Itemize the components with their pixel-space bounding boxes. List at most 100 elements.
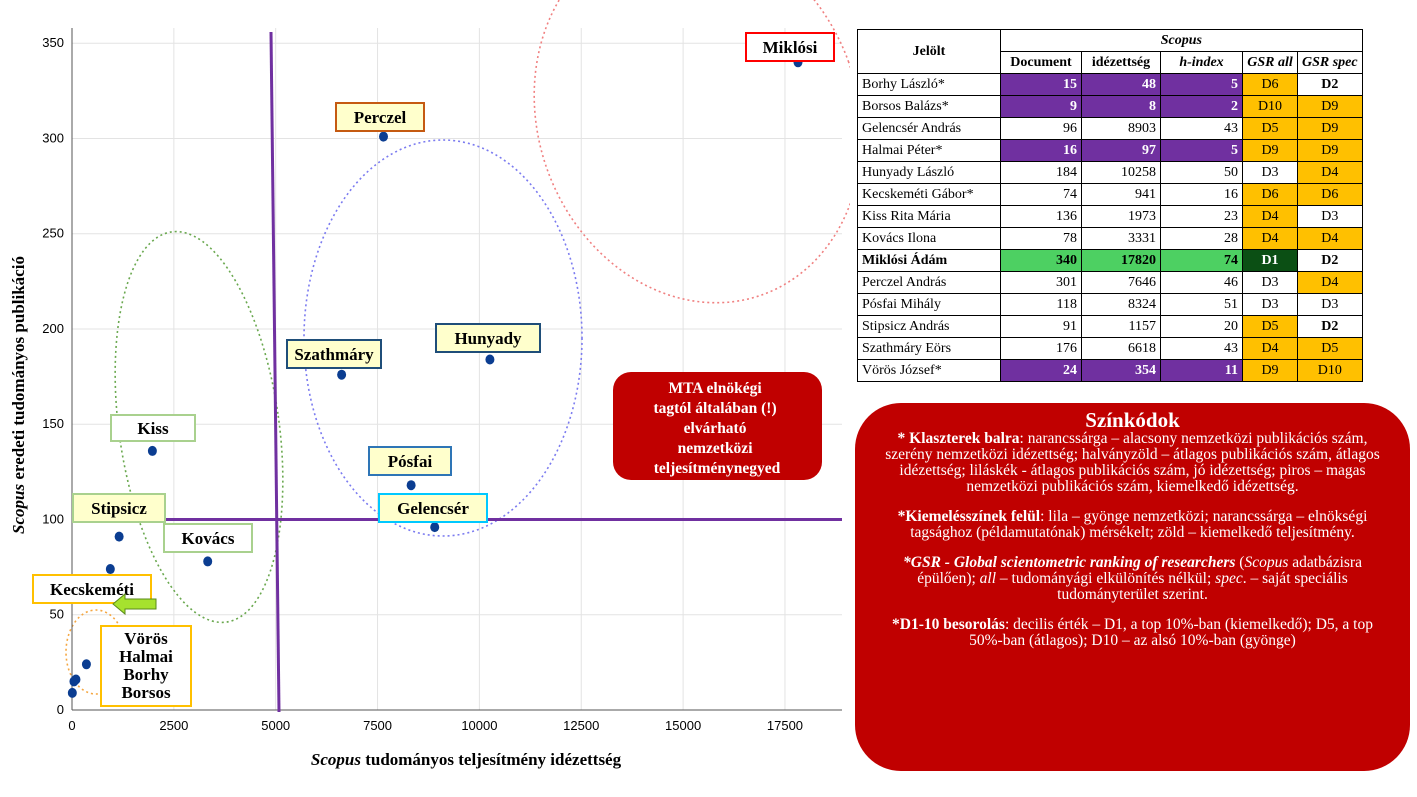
citation-count: 3331 — [1081, 227, 1161, 250]
legend-clusters-text: : narancssárga – alacsony nemzetközi pub… — [885, 430, 1380, 495]
gsr-all-value: D5 — [1242, 315, 1298, 338]
table-row: Szathmáry Eörs 176 6618 43 D4 D5 — [857, 337, 1363, 360]
legend-clusters-bold: * Klaszterek balra — [897, 430, 1020, 447]
gsr-all-value: D5 — [1242, 117, 1298, 140]
legend-deciles-bold: *D1-10 besorolás — [892, 616, 1005, 633]
header-h-index: h-index — [1160, 51, 1243, 74]
label-low-group-box — [100, 625, 192, 707]
candidate-name: Stipsicz András — [857, 315, 1001, 338]
citation-count: 48 — [1081, 73, 1161, 96]
h-index-value: 5 — [1160, 139, 1243, 162]
label-kovacs: Kovács — [182, 529, 235, 548]
label-gelencser-box — [378, 493, 488, 523]
data-point — [105, 564, 115, 575]
document-count: 9 — [1000, 95, 1082, 118]
gsr-spec-value: D2 — [1297, 315, 1363, 338]
table-row: Hunyady László 184 10258 50 D3 D4 — [857, 161, 1363, 184]
gsr-spec-value: D6 — [1297, 183, 1363, 206]
legend-gsr-scopus: Scopus — [1244, 554, 1289, 571]
label-kiss: Kiss — [137, 419, 169, 438]
candidate-name: Vörös József* — [857, 359, 1001, 382]
legend-highlights-text: : lila – gyönge nemzetközi; narancssárga… — [910, 508, 1368, 541]
gsr-spec-value: D10 — [1297, 359, 1363, 382]
x-tick-label: 0 — [68, 718, 75, 733]
x-tick-label: 7500 — [363, 718, 392, 733]
citation-count: 7646 — [1081, 271, 1161, 294]
y-tick-label: 350 — [42, 35, 64, 50]
document-count: 24 — [1000, 359, 1082, 382]
x-axis-title: Scopus tudományos teljesítmény idézettsé… — [311, 750, 622, 769]
legend-gsr-bold: *GSR - Global scientometric ranking of r… — [903, 554, 1236, 571]
candidate-name: Szathmáry Eörs — [857, 337, 1001, 360]
candidate-name: Borsos Balázs* — [857, 95, 1001, 118]
threshold-line-vertical — [269, 31, 281, 713]
legend-paragraph-deciles: *D1-10 besorolás: decilis érték – D1, a … — [883, 617, 1382, 649]
h-index-value: 43 — [1160, 117, 1243, 140]
legend-paragraph-gsr: *GSR - Global scientometric ranking of r… — [883, 555, 1382, 603]
gsr-all-value: D4 — [1242, 337, 1298, 360]
candidate-name: Hunyady László — [857, 161, 1001, 184]
data-point — [147, 445, 157, 456]
table-row: Halmai Péter* 16 97 5 D9 D9 — [857, 139, 1363, 162]
h-index-value: 23 — [1160, 205, 1243, 228]
h-index-value: 5 — [1160, 73, 1243, 96]
document-count: 340 — [1000, 249, 1082, 272]
annotation-line-2: tagtól általában (!) — [653, 400, 776, 417]
annotation-text: MTA elnökégi tagtól általában (!) elvárh… — [653, 380, 780, 477]
document-count: 74 — [1000, 183, 1082, 206]
annotation-line-5: teljesítménynegyed — [654, 460, 781, 477]
label-kiss-box — [110, 414, 196, 442]
citation-count: 17820 — [1081, 249, 1161, 272]
cluster-ellipse-red — [533, 0, 850, 304]
h-index-value: 20 — [1160, 315, 1243, 338]
citation-count: 8324 — [1081, 293, 1161, 316]
h-index-value: 50 — [1160, 161, 1243, 184]
gsr-spec-value: D9 — [1297, 139, 1363, 162]
label-posfai-box — [368, 446, 452, 476]
table-row: Perczel András 301 7646 46 D3 D4 — [857, 271, 1363, 294]
table-row: Vörös József* 24 354 11 D9 D10 — [857, 359, 1363, 382]
y-tick-label: 100 — [42, 511, 64, 526]
document-count: 96 — [1000, 117, 1082, 140]
point-labels: Miklósi Perczel Hunyady Szathmáry Pósfai Gele… — [32, 32, 835, 707]
label-low-group-name: Borhy — [123, 665, 169, 684]
candidate-name: Gelencsér András — [857, 117, 1001, 140]
data-point — [81, 659, 91, 670]
cluster-ellipse-blue — [303, 139, 583, 537]
label-low-group-name: Vörös — [124, 629, 168, 648]
h-index-value: 74 — [1160, 249, 1243, 272]
gsr-spec-value: D4 — [1297, 271, 1363, 294]
label-posfai: Pósfai — [388, 452, 433, 471]
label-stipsicz-box — [72, 493, 166, 523]
axes: 0 2500 5000 7500 10000 12500 15000 17500 0 50 100 1… — [42, 28, 842, 733]
document-count: 16 — [1000, 139, 1082, 162]
kecskemeti-arrow — [112, 592, 157, 616]
document-count: 301 — [1000, 271, 1082, 294]
data-point — [203, 556, 213, 567]
gsr-all-value: D3 — [1242, 293, 1298, 316]
citation-count: 97 — [1081, 139, 1161, 162]
document-count: 15 — [1000, 73, 1082, 96]
candidate-name: Miklósi Ádám — [857, 249, 1001, 272]
data-point — [67, 687, 77, 698]
data-point — [406, 480, 416, 491]
annotation-line-3: elvárható — [684, 420, 747, 437]
candidate-name: Kiss Rita Mária — [857, 205, 1001, 228]
gsr-all-value: D1 — [1242, 249, 1298, 272]
table-row: Borsos Balázs* 9 8 2 D10 D9 — [857, 95, 1363, 118]
citation-count: 8903 — [1081, 117, 1161, 140]
h-index-value: 2 — [1160, 95, 1243, 118]
y-axis-title-italic: Scopus — [9, 483, 28, 533]
x-tick-label: 17500 — [767, 718, 803, 733]
legend-paragraph-clusters: * Klaszterek balra: narancssárga – alacs… — [883, 431, 1382, 495]
gsr-spec-value: D4 — [1297, 161, 1363, 184]
gsr-spec-value: D9 — [1297, 95, 1363, 118]
x-tick-label: 2500 — [159, 718, 188, 733]
citation-count: 1973 — [1081, 205, 1161, 228]
gsr-spec-value: D3 — [1297, 293, 1363, 316]
table-row: Kecskeméti Gábor* 74 941 16 D6 D6 — [857, 183, 1363, 206]
data-point — [379, 131, 389, 142]
citation-count: 1157 — [1081, 315, 1161, 338]
citation-count: 354 — [1081, 359, 1161, 382]
y-axis-title-rest: eredeti tudományos publikáció — [9, 256, 28, 480]
